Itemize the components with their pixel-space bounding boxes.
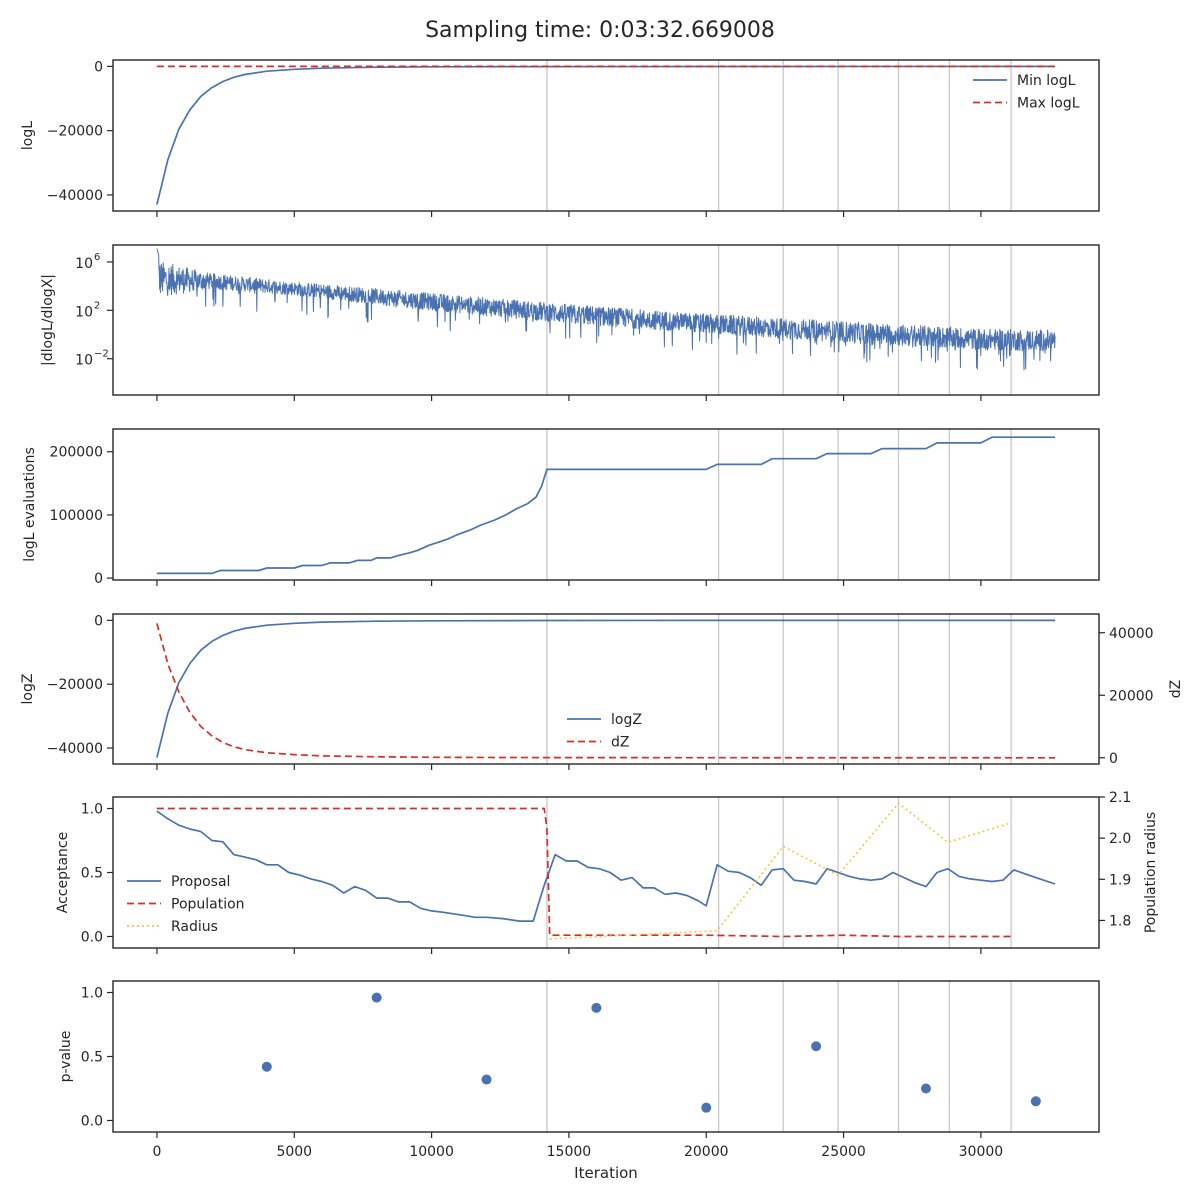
data-point — [811, 1041, 822, 1052]
y-axis-label-logz: logZ — [20, 674, 36, 705]
x-tick-label: 20000 — [684, 1144, 729, 1160]
y-axis-label-neval: logL evaluations — [22, 447, 38, 562]
y-tick-label-dlogl: 10 — [75, 304, 93, 320]
series-acceptance-radius — [549, 802, 1009, 940]
data-point — [481, 1074, 492, 1085]
y-tick-label-dlogl: 10 — [75, 353, 93, 369]
axes-frame-acceptance — [112, 796, 1100, 949]
axes-frame-loglike — [112, 59, 1100, 212]
y-axis-label-dlogl: |dlogL/dlogX| — [40, 274, 56, 366]
y-right-tick-label-logz: 0 — [1109, 751, 1118, 767]
plot-area-logz — [156, 619, 1056, 759]
legend-label: Population — [171, 897, 245, 913]
plot-area-pvalue — [261, 992, 1041, 1113]
series-dlogl-0 — [156, 248, 1056, 371]
legend-label: Proposal — [171, 874, 230, 890]
data-point — [920, 1083, 931, 1094]
data-point — [261, 1061, 272, 1072]
legend-label: logZ — [611, 712, 642, 728]
x-tick-label: 5000 — [276, 1144, 312, 1160]
axes-frame-logz — [112, 613, 1100, 765]
x-tick-label: 15000 — [547, 1144, 592, 1160]
y-tick-label-acceptance: 0.5 — [81, 866, 103, 882]
y-tick-label-logz: −20000 — [47, 677, 103, 693]
y-tick-label-loglike: −20000 — [47, 124, 103, 140]
y-tick-label-acceptance: 0.0 — [81, 929, 103, 945]
plot-area-dlogl — [156, 248, 1056, 371]
y-tick-label-loglike: 0 — [94, 59, 103, 75]
y-tick-label-logz: 0 — [94, 613, 103, 629]
y-tick-label-dlogl: 10 — [75, 256, 93, 272]
figure-title: Sampling time: 0:03:32.669008 — [425, 18, 775, 43]
y-right-axis-label-acceptance: Population radius — [1143, 812, 1159, 933]
y-tick-label-neval: 0 — [94, 571, 103, 587]
y-right-axis-label-logz: dZ — [1168, 680, 1184, 698]
series-acceptance-population — [156, 807, 1012, 938]
plot-area-acceptance — [156, 802, 1056, 940]
y-tick-label-pvalue: 0.5 — [81, 1050, 103, 1066]
y-axis-label-acceptance: Acceptance — [55, 832, 71, 913]
series-loglike-min-logl — [156, 65, 1056, 205]
y-tick-label-loglike: −40000 — [47, 188, 103, 204]
data-point — [701, 1102, 712, 1113]
plot-area-neval — [156, 436, 1056, 575]
x-tick-label: 10000 — [409, 1144, 454, 1160]
x-tick-label: 30000 — [959, 1144, 1004, 1160]
y-tick-exponent-dlogl: 2 — [94, 300, 100, 311]
y-right-tick-label-logz: 40000 — [1109, 626, 1154, 642]
legend-label: Min logL — [1017, 73, 1076, 89]
y-tick-exponent-dlogl: −2 — [94, 349, 109, 360]
series-neval-0 — [156, 436, 1056, 575]
legend-label: Max logL — [1017, 96, 1080, 112]
x-tick-label: 25000 — [821, 1144, 866, 1160]
data-point — [1030, 1096, 1041, 1107]
axes-frame-dlogl — [112, 244, 1100, 396]
axes-frame-neval — [112, 428, 1100, 581]
legend-label: Radius — [171, 919, 218, 935]
y-right-tick-label-acceptance: 1.8 — [1109, 913, 1131, 929]
series-acceptance-proposal — [156, 810, 1056, 922]
series-logz-dz — [156, 623, 1056, 759]
y-tick-label-neval: 100000 — [50, 508, 103, 524]
y-axis-label-pvalue: p-value — [58, 1031, 74, 1083]
y-tick-label-pvalue: 0.0 — [81, 1113, 103, 1129]
y-axis-label-loglike: logL — [20, 121, 36, 150]
data-point — [591, 1002, 602, 1013]
y-tick-exponent-dlogl: 6 — [94, 252, 100, 263]
legend-label: dZ — [611, 735, 629, 751]
y-tick-label-pvalue: 1.0 — [81, 986, 103, 1002]
x-tick-label: 0 — [152, 1144, 161, 1160]
y-tick-label-logz: −40000 — [47, 741, 103, 757]
axes-frame-pvalue — [112, 980, 1100, 1133]
plot-area-loglike — [156, 65, 1056, 205]
y-tick-label-neval: 200000 — [50, 445, 103, 461]
series-logz-logz — [156, 619, 1056, 758]
x-axis-label: Iteration — [574, 1164, 638, 1182]
y-right-tick-label-logz: 20000 — [1109, 688, 1154, 704]
y-tick-label-acceptance: 1.0 — [81, 802, 103, 818]
y-right-tick-label-acceptance: 1.9 — [1109, 872, 1131, 888]
y-right-tick-label-acceptance: 2.1 — [1109, 790, 1131, 806]
y-right-tick-label-acceptance: 2.0 — [1109, 831, 1131, 847]
data-point — [371, 992, 382, 1003]
